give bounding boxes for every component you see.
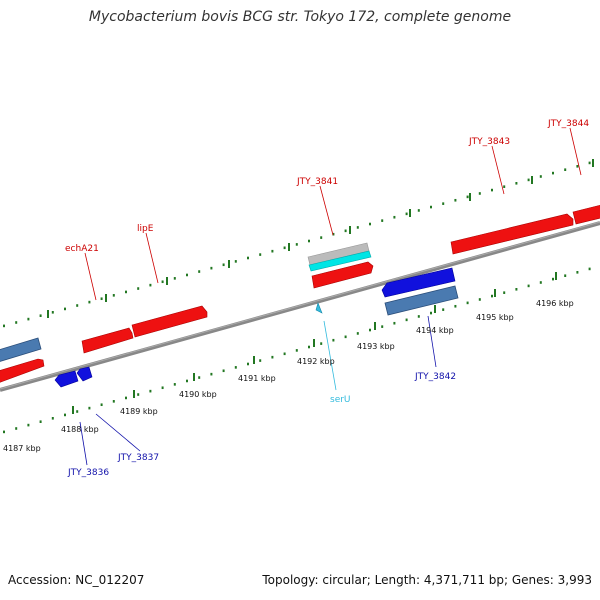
tick-label: 4191 kbp (238, 374, 276, 383)
gene-feature-jty3841 (311, 261, 374, 289)
outer-major-ticks (47, 159, 594, 318)
tick-label: 4193 kbp (357, 342, 395, 351)
label-connectors (79, 127, 582, 466)
inner-tick-ring (3, 267, 591, 434)
gene-label: JTY_3843 (468, 137, 510, 147)
gene-feature-red-left (0, 358, 45, 383)
gene-label: JTY_3837 (117, 453, 159, 463)
gene-label: echA21 (65, 244, 99, 254)
gene-label: JTY_3841 (296, 177, 338, 187)
gene-label: serU (330, 395, 351, 405)
gene-labels: echA21 lipE JTY_3841 JTY_3843 JTY_3844 JTY_38… (65, 119, 589, 478)
tick-label: 4195 kbp (476, 313, 514, 322)
gene-feature-jty3843 (450, 213, 574, 255)
gene-features (0, 204, 600, 388)
tick-label: 4188 kbp (61, 425, 99, 434)
gene-label: JTY_3842 (414, 372, 456, 382)
tick-label: 4196 kbp (536, 299, 574, 308)
gene-feature-jty3844 (572, 204, 600, 225)
outer-tick-ring (3, 161, 591, 328)
gene-feature-steelblue-jty3842 (384, 285, 459, 316)
backbone (0, 221, 600, 392)
gene-feature-steelblue-left (0, 337, 42, 362)
gene-label: JTY_3836 (67, 468, 109, 478)
tick-labels: 4187 kbp 4188 kbp 4189 kbp 4190 kbp 4191 kbp… (3, 299, 574, 453)
gene-feature-jty3836 (54, 370, 79, 388)
accession-text: Accession: NC_012207 (8, 573, 145, 587)
tick-label: 4192 kbp (297, 357, 335, 366)
gene-feature-jty3837 (76, 366, 93, 382)
tick-label: 4189 kbp (120, 407, 158, 416)
genome-summary-text: Topology: circular; Length: 4,371,711 bp… (262, 573, 592, 587)
tick-label: 4187 kbp (3, 444, 41, 453)
map-title: Mycobacterium bovis BCG str. Tokyo 172, … (88, 9, 512, 25)
gene-feature-jty3842 (381, 267, 456, 298)
gene-label: JTY_3844 (547, 119, 589, 129)
gene-label: lipE (137, 224, 154, 234)
gene-feature-cyan (308, 250, 372, 272)
tick-label: 4194 kbp (416, 326, 454, 335)
gene-feature-echa21 (81, 327, 134, 354)
gene-feature-lipe (131, 305, 208, 338)
gene-feature-seru (315, 302, 323, 314)
tick-label: 4190 kbp (179, 390, 217, 399)
inner-major-ticks (72, 272, 557, 414)
